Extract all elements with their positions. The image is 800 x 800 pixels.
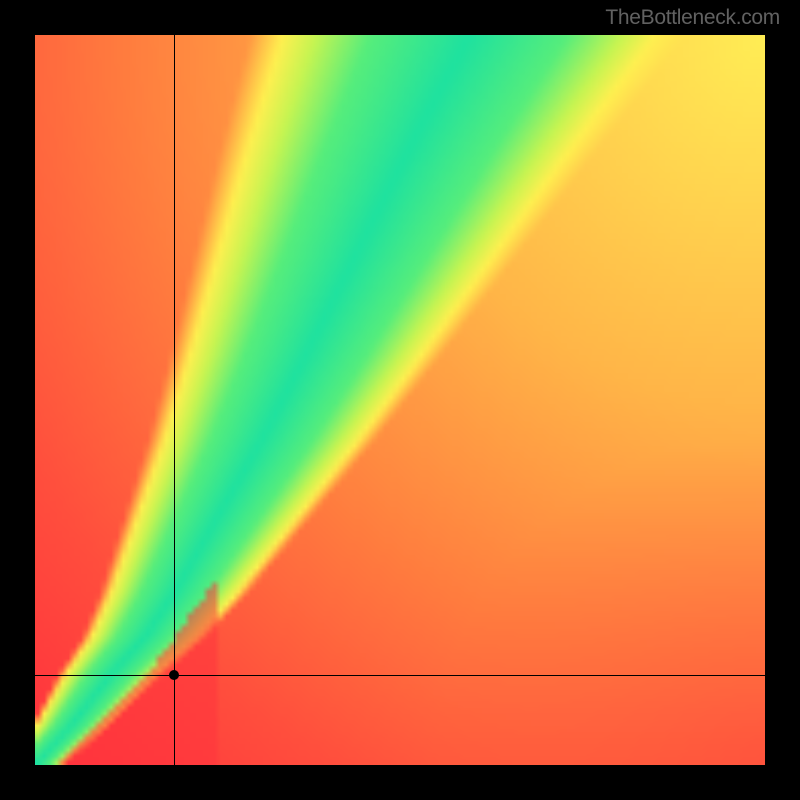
watermark-text: TheBottleneck.com <box>605 6 780 30</box>
marker-point <box>169 670 179 680</box>
heatmap-canvas <box>35 35 765 765</box>
crosshair-vertical <box>174 35 175 765</box>
bottleneck-heatmap <box>35 35 765 765</box>
crosshair-horizontal <box>35 675 765 676</box>
